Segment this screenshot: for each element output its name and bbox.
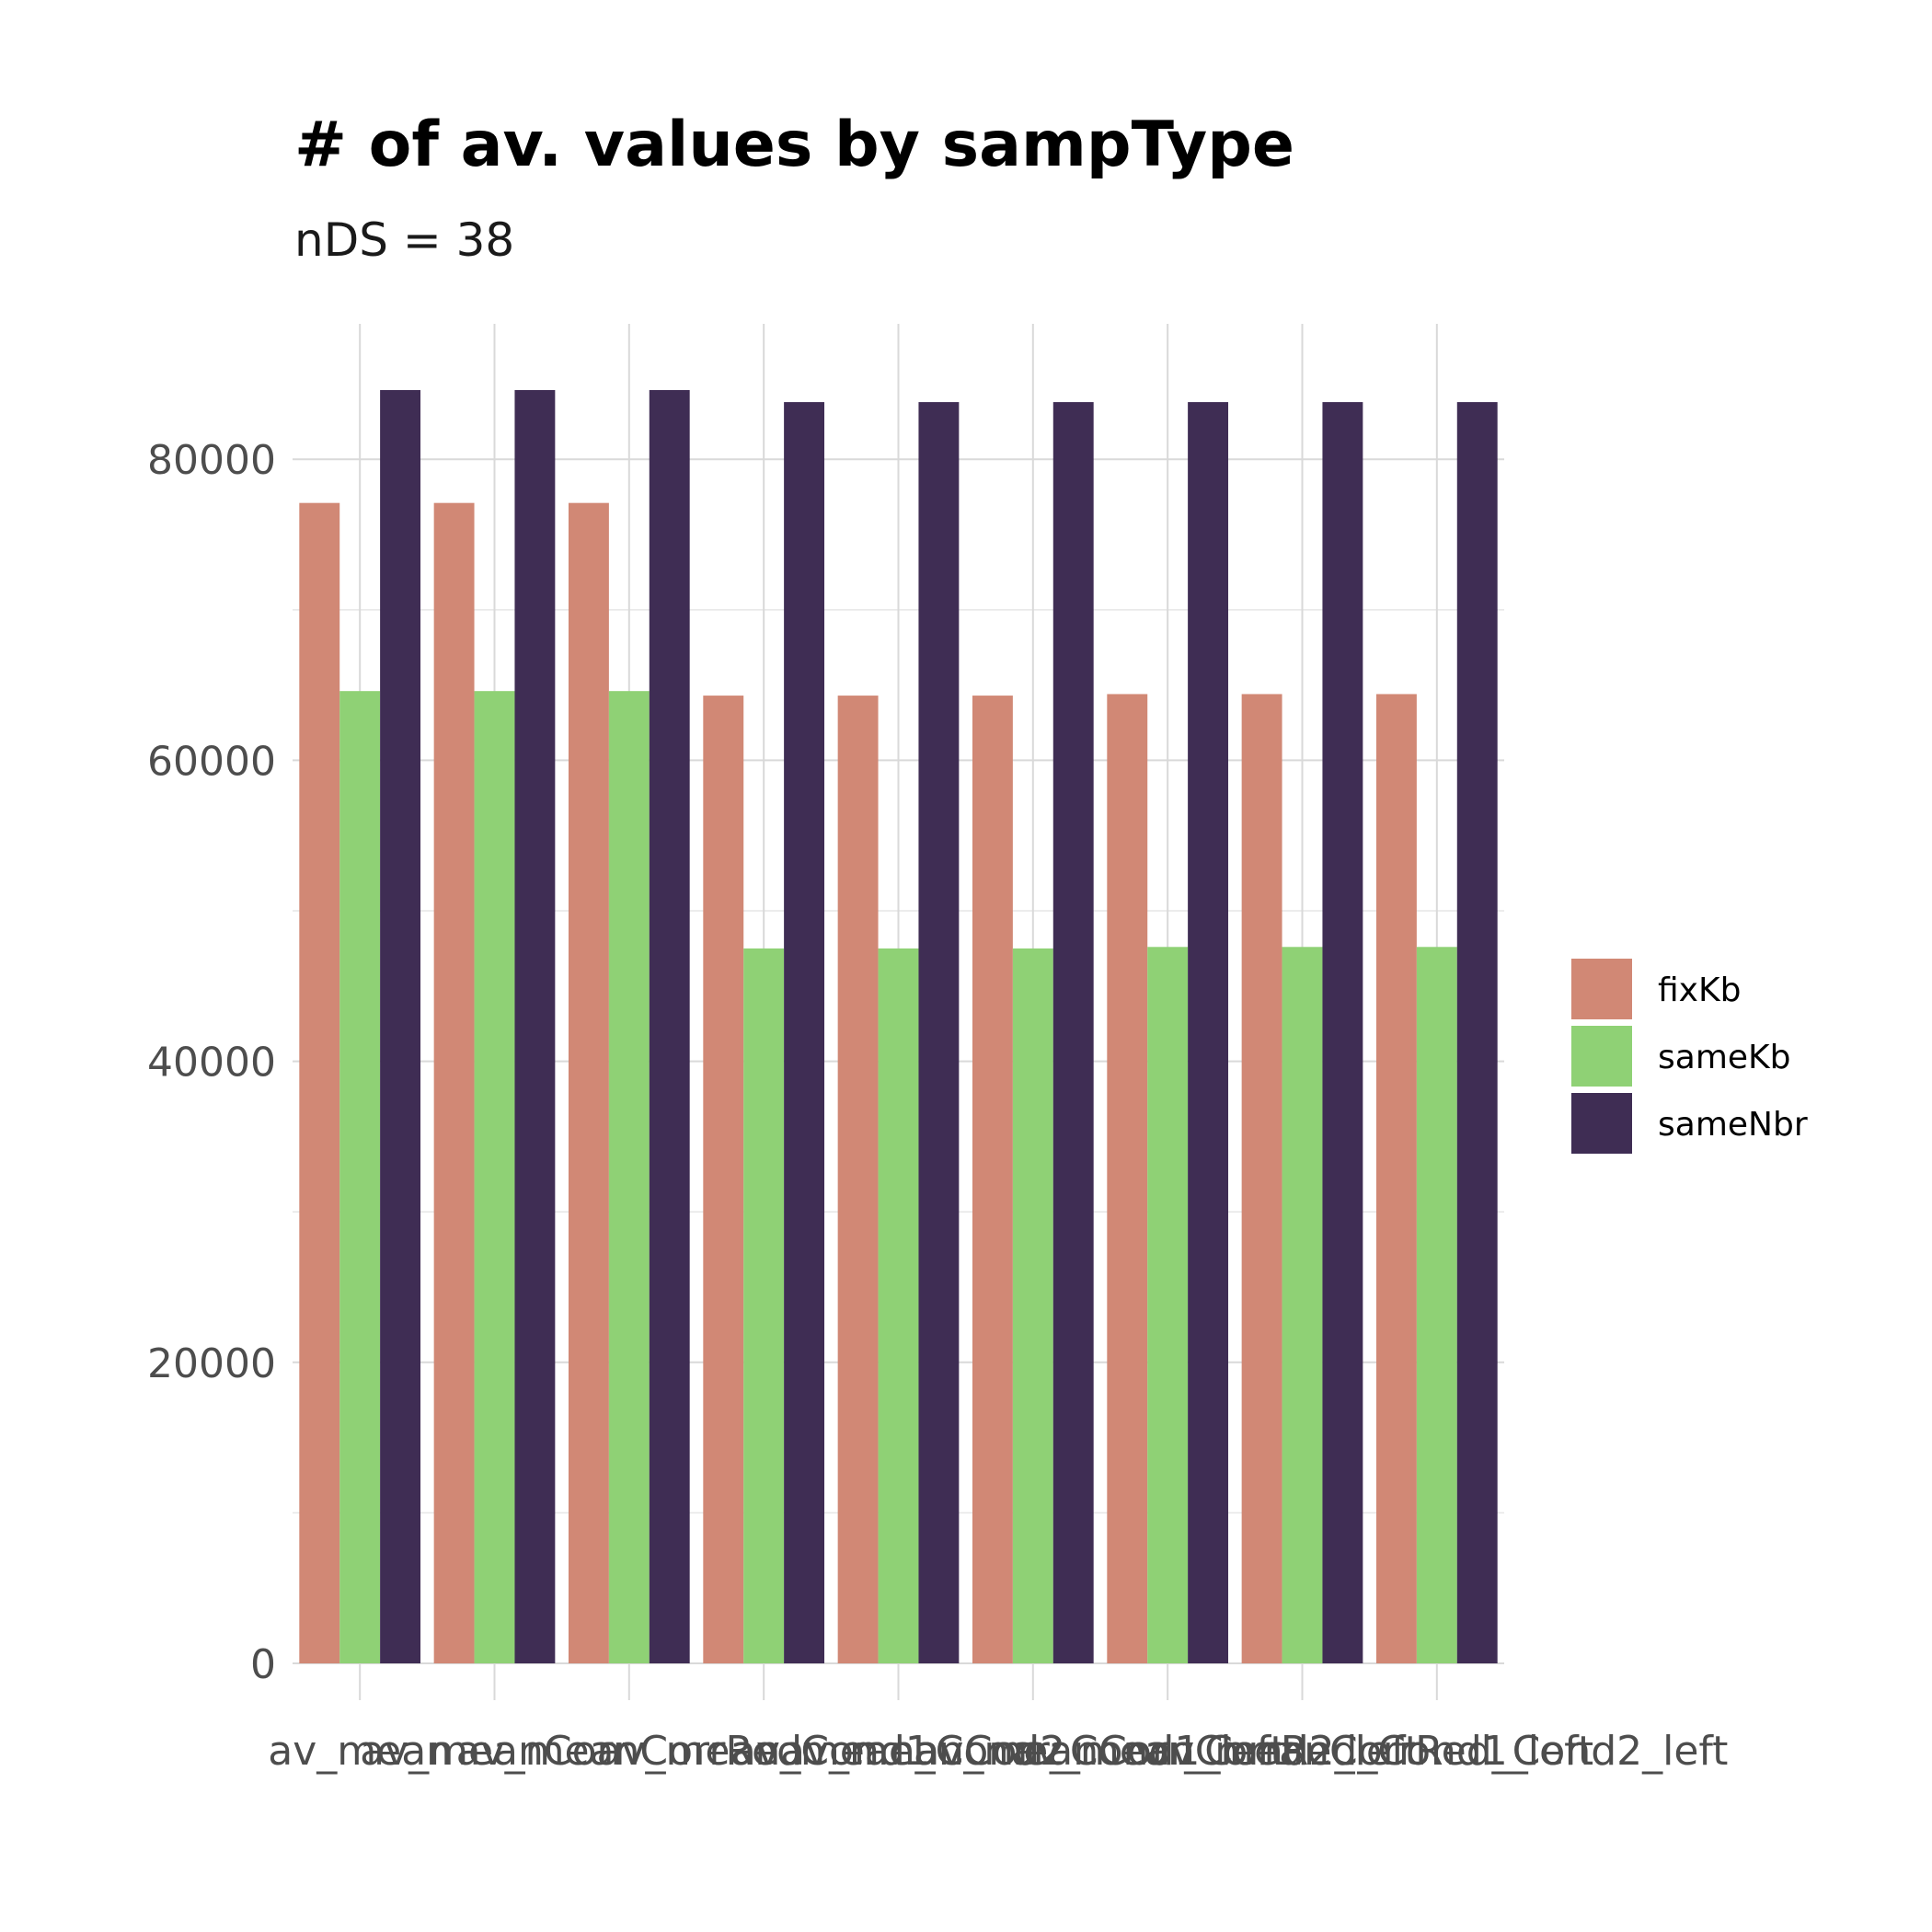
bar-fixKb [433,502,475,1663]
x-tick-label: av_meanCorr_Cond1_left [780,1728,1286,1775]
bar-fixKb [1375,694,1417,1663]
x-tick-label: av_mean_Cond2 [731,1728,1065,1775]
bar-sameKb [608,691,650,1663]
legend-key-sameNbr [1571,1093,1632,1154]
x-tick-label: av_meanCorrRed_Cond2_left [1145,1728,1728,1775]
bar-sameKb [474,691,515,1663]
bar-sameNbr [514,389,556,1663]
y-tick-label: 60000 [147,738,276,785]
chart-subtitle: nDS = 38 [294,213,514,267]
x-tick-label: av_mean [268,1728,452,1775]
y-tick-label: 0 [250,1641,276,1688]
bar-sameKb [743,948,785,1663]
y-tick-label: 80000 [147,437,276,484]
bar-fixKb [1107,694,1148,1663]
legend: fixKb sameKb sameNbr [1571,959,1808,1154]
bar-fixKb [568,502,609,1663]
y-tick-label: 40000 [147,1040,276,1087]
legend-key-fixKb [1571,959,1632,1019]
legend-label-fixKb: fixKb [1658,972,1741,1009]
bar-fixKb [837,696,879,1664]
legend-label-sameNbr: sameNbr [1658,1106,1808,1144]
bar-sameKb [1147,947,1189,1663]
bar-sameNbr [784,402,825,1663]
x-tick-label: av_meanCorrRed_Cond1_left [1011,1728,1593,1775]
x-tick-label: av_meanCorrRed [456,1728,802,1775]
y-axis: 0 20000 40000 60000 80000 [147,437,276,1688]
bar-fixKb [972,696,1013,1664]
x-tick-label: av_meanCorr [360,1728,630,1775]
bar-sameNbr [1052,402,1094,1663]
x-tick-label: av_meanCorr_Cond2_left [914,1728,1420,1775]
bar-sameNbr [1322,402,1363,1663]
y-tick-label: 20000 [147,1340,276,1387]
bar-sameKb [1282,947,1323,1663]
bars [299,389,1498,1664]
bar-sameKb [339,691,381,1663]
bar-sameKb [1416,947,1457,1663]
chart-title: # of av. values by sampType [294,109,1294,181]
bar-sameKb [1012,948,1053,1663]
bar-sameNbr [1188,402,1229,1663]
x-axis: av_meanav_meanCorrav_meanCorrRedav_mean_… [268,1728,1728,1775]
bar-fixKb [1241,694,1282,1663]
bar-sameNbr [1456,402,1498,1663]
legend-key-sameKb [1571,1026,1632,1087]
bar-sameNbr [380,389,421,1663]
bar-fixKb [299,502,340,1663]
bar-sameNbr [649,389,690,1663]
x-tick-label: av_mean_Cond1 [597,1728,931,1775]
bar-sameKb [878,948,919,1663]
legend-label-sameKb: sameKb [1658,1039,1791,1076]
bar-sameNbr [918,402,960,1663]
bar-fixKb [703,696,744,1664]
